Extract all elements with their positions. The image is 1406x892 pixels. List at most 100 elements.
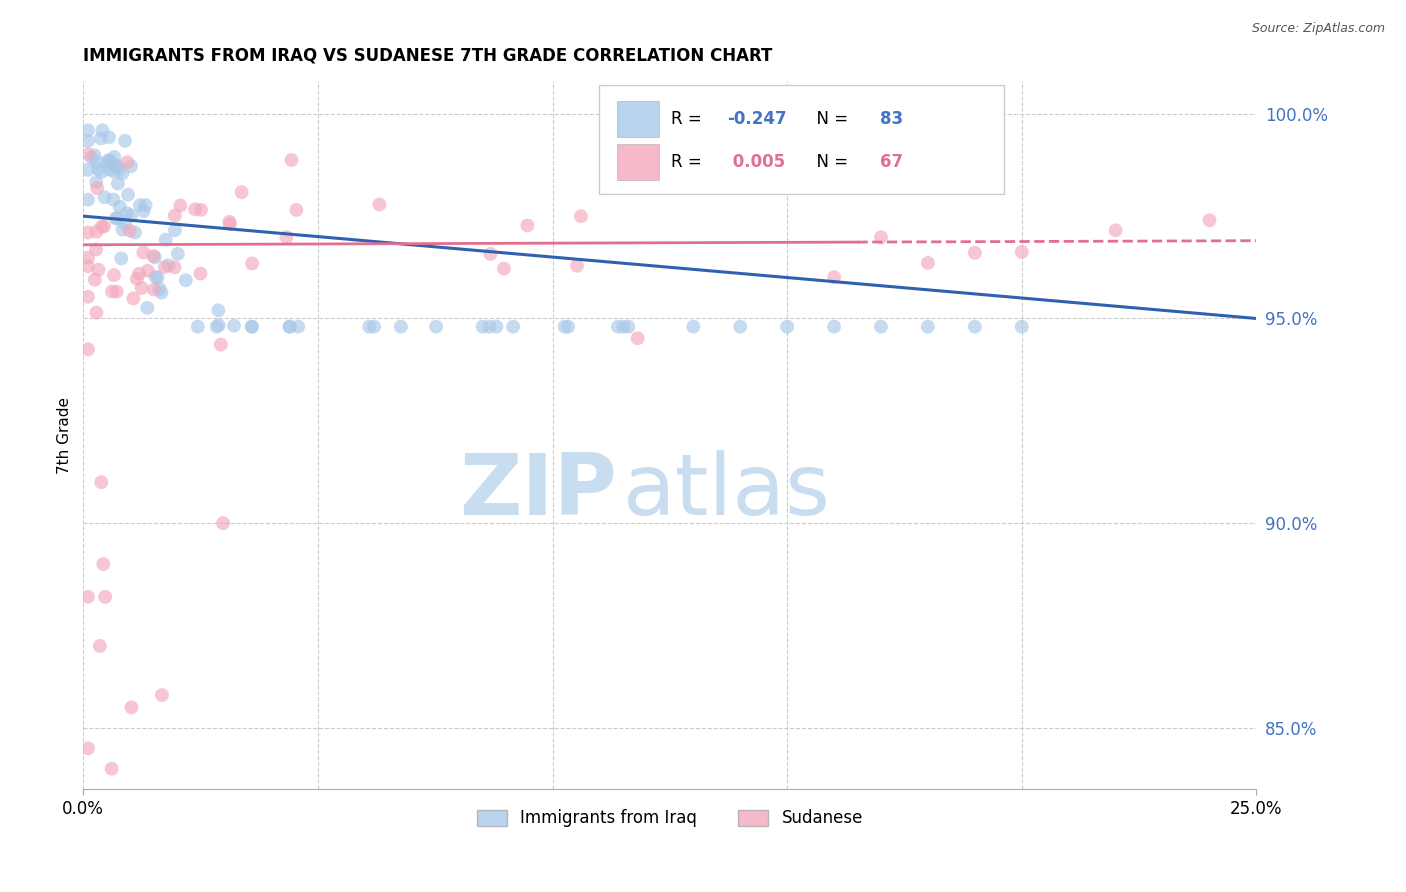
Point xyxy=(1011,319,1033,334)
Point xyxy=(132,204,155,219)
Point xyxy=(86,306,108,320)
Point xyxy=(103,193,125,207)
Point xyxy=(142,249,165,263)
Point xyxy=(240,256,263,270)
Point xyxy=(627,331,650,345)
Text: 83: 83 xyxy=(880,110,903,128)
Point xyxy=(77,226,100,240)
Point xyxy=(89,639,111,653)
Point xyxy=(114,134,136,148)
Point xyxy=(114,217,136,231)
Point xyxy=(917,256,939,270)
Point xyxy=(77,741,100,756)
Point xyxy=(90,475,112,490)
Text: R =: R = xyxy=(671,153,707,171)
Point xyxy=(569,209,592,223)
Point xyxy=(425,319,447,334)
Point xyxy=(963,319,986,334)
Point xyxy=(105,211,128,226)
Point xyxy=(129,198,152,212)
Point xyxy=(153,260,176,274)
Point xyxy=(117,187,139,202)
Point xyxy=(278,319,301,334)
Point xyxy=(77,123,100,137)
Point xyxy=(77,343,100,357)
Point xyxy=(124,226,146,240)
Point xyxy=(207,303,229,318)
Point xyxy=(209,337,232,351)
Point xyxy=(90,165,112,179)
Point xyxy=(146,270,169,285)
Point xyxy=(823,270,845,285)
Point xyxy=(471,319,494,334)
Point xyxy=(776,319,799,334)
Point xyxy=(93,190,115,204)
Point xyxy=(86,155,108,169)
Point xyxy=(87,262,110,277)
Point xyxy=(389,319,412,334)
Point xyxy=(90,131,112,145)
Point xyxy=(557,319,579,334)
Text: -0.247: -0.247 xyxy=(727,110,787,128)
Text: atlas: atlas xyxy=(623,450,831,533)
Point xyxy=(107,177,129,191)
Text: ZIP: ZIP xyxy=(460,450,617,533)
Point xyxy=(97,130,120,145)
Point xyxy=(190,202,212,217)
Point xyxy=(218,215,240,229)
Point xyxy=(823,319,845,334)
Point xyxy=(145,269,167,284)
Point xyxy=(163,209,186,223)
Point xyxy=(148,282,170,296)
Point xyxy=(84,243,107,257)
Point xyxy=(77,193,100,207)
Point xyxy=(174,273,197,287)
Point xyxy=(120,208,142,222)
Y-axis label: 7th Grade: 7th Grade xyxy=(58,397,72,474)
Point xyxy=(94,590,117,604)
Point xyxy=(612,319,634,334)
Text: N =: N = xyxy=(806,110,853,128)
Point xyxy=(276,230,298,244)
Point xyxy=(565,259,588,273)
Point xyxy=(207,318,229,333)
Point xyxy=(77,147,100,161)
Point xyxy=(86,181,108,195)
FancyBboxPatch shape xyxy=(599,85,1004,194)
Point xyxy=(87,161,110,176)
Point xyxy=(86,225,108,239)
Point xyxy=(163,260,186,275)
FancyBboxPatch shape xyxy=(617,144,659,180)
Legend: Immigrants from Iraq, Sudanese: Immigrants from Iraq, Sudanese xyxy=(470,803,870,834)
Point xyxy=(502,319,524,334)
Point xyxy=(120,700,142,714)
Point xyxy=(617,319,640,334)
Point xyxy=(97,153,120,168)
Point xyxy=(98,155,121,169)
Point xyxy=(205,319,228,334)
Point xyxy=(115,206,138,220)
Point xyxy=(125,271,148,285)
Point xyxy=(91,557,114,571)
Point xyxy=(136,263,159,277)
Point xyxy=(287,319,309,334)
Point xyxy=(103,268,125,282)
Point xyxy=(91,123,114,137)
Point xyxy=(142,283,165,297)
Point xyxy=(166,247,188,261)
Point xyxy=(219,217,242,231)
Point xyxy=(77,162,100,177)
Point xyxy=(101,285,124,299)
Text: R =: R = xyxy=(671,110,707,128)
Point xyxy=(128,267,150,281)
Point xyxy=(98,153,121,168)
Point xyxy=(143,251,166,265)
Point xyxy=(870,319,893,334)
Point xyxy=(105,158,128,172)
Point xyxy=(728,319,751,334)
Point xyxy=(77,290,100,304)
Point xyxy=(77,251,100,265)
Point xyxy=(103,164,125,178)
Text: Source: ZipAtlas.com: Source: ZipAtlas.com xyxy=(1251,22,1385,36)
Point xyxy=(163,223,186,237)
